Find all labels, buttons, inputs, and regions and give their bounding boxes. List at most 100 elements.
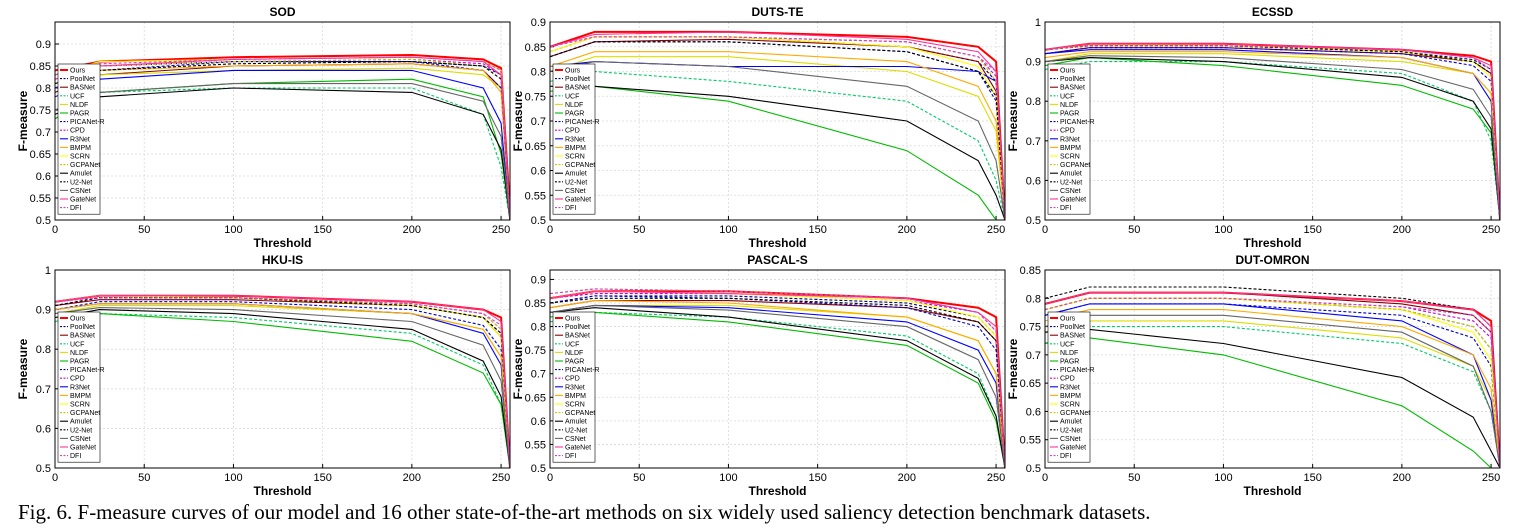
y-tick-label: 0.9 bbox=[531, 274, 546, 286]
x-tick-label: 150 bbox=[808, 472, 826, 484]
series-line bbox=[550, 51, 1005, 220]
axes-frame bbox=[54, 269, 511, 469]
chart-title: DUT-OMRON bbox=[1236, 253, 1310, 267]
chart-panel-ecssd: 0 50 100 150 200 250 0.5 0.6 0.7 0.8 0.9 1 OursPoolN… bbox=[1006, 5, 1501, 250]
x-tick-label: 200 bbox=[1393, 472, 1411, 484]
series-line bbox=[1045, 55, 1500, 220]
series-line bbox=[550, 304, 1005, 468]
legend-label: Ours bbox=[70, 68, 86, 75]
series-line bbox=[1045, 309, 1500, 468]
figure-caption: Fig. 6. F-measure curves of our model an… bbox=[18, 500, 1151, 524]
legend-label: R3Net bbox=[1060, 136, 1080, 143]
y-tick-label: 0.8 bbox=[36, 344, 51, 356]
y-tick-label: 0.9 bbox=[36, 305, 51, 317]
legend-label: UCF bbox=[70, 93, 84, 100]
legend-label: BASNet bbox=[1060, 333, 1085, 340]
y-axis-label: F-measure bbox=[511, 338, 525, 399]
legend-label: U2-Net bbox=[1060, 427, 1082, 434]
x-tick-label: 100 bbox=[224, 224, 242, 236]
chart-panel-pascal-s: 0 50 100 150 200 250 0.5 0.55 0.6 0.65 0.7 0.75 0.8 0… bbox=[511, 253, 1006, 498]
y-tick-label: 0.55 bbox=[525, 439, 546, 451]
y-tick-label: 0.9 bbox=[1026, 57, 1041, 69]
legend-label: GateNet bbox=[70, 197, 96, 204]
legend-label: PoolNet bbox=[70, 324, 95, 331]
legend-label: PICANet-R bbox=[70, 119, 105, 126]
legend-label: BMPM bbox=[70, 145, 91, 152]
legend-label: Amulet bbox=[70, 419, 92, 426]
x-tick-label: 150 bbox=[313, 224, 331, 236]
series-line bbox=[55, 301, 510, 468]
x-axis-label: Threshold bbox=[253, 484, 311, 498]
legend-label: BASNet bbox=[70, 85, 95, 92]
series-line bbox=[550, 30, 1005, 220]
legend-label: PICANet-R bbox=[1060, 367, 1095, 374]
legend-label: GCPANet bbox=[1060, 410, 1090, 417]
legend-label: NLDF bbox=[70, 350, 88, 357]
x-tick-label: 200 bbox=[403, 224, 421, 236]
legend-label: SCRN bbox=[565, 402, 585, 409]
legend-label: UCF bbox=[70, 341, 84, 348]
x-tick-label: 50 bbox=[633, 224, 645, 236]
y-tick-label: 0.6 bbox=[36, 171, 51, 183]
y-tick-label: 0.55 bbox=[1020, 435, 1041, 447]
y-tick-label: 0.7 bbox=[1026, 136, 1041, 148]
x-tick-label: 250 bbox=[1482, 472, 1500, 484]
legend-label: UCF bbox=[1060, 93, 1074, 100]
legend-label: CSNet bbox=[565, 436, 586, 443]
legend-label: PAGR bbox=[70, 111, 89, 118]
legend-label: PoolNet bbox=[1060, 324, 1085, 331]
y-tick-label: 0.9 bbox=[531, 17, 546, 29]
series-line bbox=[1045, 57, 1500, 220]
x-tick-label: 0 bbox=[1042, 224, 1048, 236]
legend-label: BASNet bbox=[565, 333, 590, 340]
y-tick-label: 0.5 bbox=[36, 215, 51, 227]
legend-label: CPD bbox=[70, 376, 85, 383]
series-line bbox=[550, 295, 1005, 468]
legend-label: SCRN bbox=[1060, 154, 1080, 161]
chart-panel-duts-te: 0 50 100 150 200 250 0.5 0.55 0.6 0.65 0.7 0.75 0.8 0… bbox=[511, 5, 1006, 250]
y-tick-label: 0.65 bbox=[525, 141, 546, 153]
x-tick-label: 50 bbox=[1128, 472, 1140, 484]
legend-label: SCRN bbox=[70, 154, 90, 161]
y-tick-label: 0.9 bbox=[36, 39, 51, 51]
x-axis-label: Threshold bbox=[748, 236, 806, 250]
axes-frame bbox=[549, 269, 1006, 469]
legend-label: BASNet bbox=[1060, 85, 1085, 92]
legend-label: CSNet bbox=[1060, 188, 1081, 195]
x-tick-label: 100 bbox=[719, 472, 737, 484]
legend-label: DFI bbox=[565, 453, 576, 460]
y-tick-label: 0.5 bbox=[1026, 463, 1041, 475]
legend-label: U2-Net bbox=[565, 427, 587, 434]
x-tick-label: 250 bbox=[1482, 224, 1500, 236]
y-tick-label: 0.8 bbox=[531, 322, 546, 334]
x-tick-label: 0 bbox=[52, 224, 58, 236]
series-line bbox=[550, 61, 1005, 220]
legend-label: NLDF bbox=[565, 102, 583, 109]
legend-label: Amulet bbox=[70, 171, 92, 178]
x-tick-label: 100 bbox=[1214, 472, 1232, 484]
legend-label: CPD bbox=[565, 128, 580, 135]
legend-label: PICANet-R bbox=[565, 119, 600, 126]
legend-label: SCRN bbox=[565, 154, 585, 161]
legend-label: UCF bbox=[1060, 341, 1074, 348]
y-axis-label: F-measure bbox=[1006, 90, 1020, 151]
legend-label: PoolNet bbox=[565, 76, 590, 83]
legend-label: PICANet-R bbox=[70, 367, 105, 374]
legend-label: R3Net bbox=[70, 384, 90, 391]
y-tick-label: 0.75 bbox=[1020, 322, 1041, 334]
legend-label: GateNet bbox=[1060, 445, 1086, 452]
y-tick-label: 0.8 bbox=[531, 67, 546, 79]
legend-label: PICANet-R bbox=[565, 367, 600, 374]
figure: 0 50 100 150 200 250 0.5 0.55 0.6 0.65 0.7 0.75 0.8 0… bbox=[16, 5, 1501, 498]
y-tick-label: 0.5 bbox=[531, 463, 546, 475]
legend-label: CPD bbox=[1060, 376, 1075, 383]
chart-panel-sod: 0 50 100 150 200 250 0.5 0.55 0.6 0.65 0.7 0.75 0.8 0… bbox=[16, 5, 511, 250]
y-tick-label: 0.85 bbox=[525, 298, 546, 310]
legend-label: NLDF bbox=[565, 350, 583, 357]
y-tick-label: 0.6 bbox=[531, 166, 546, 178]
legend-label: BMPM bbox=[565, 145, 586, 152]
legend-label: GCPANet bbox=[565, 410, 595, 417]
